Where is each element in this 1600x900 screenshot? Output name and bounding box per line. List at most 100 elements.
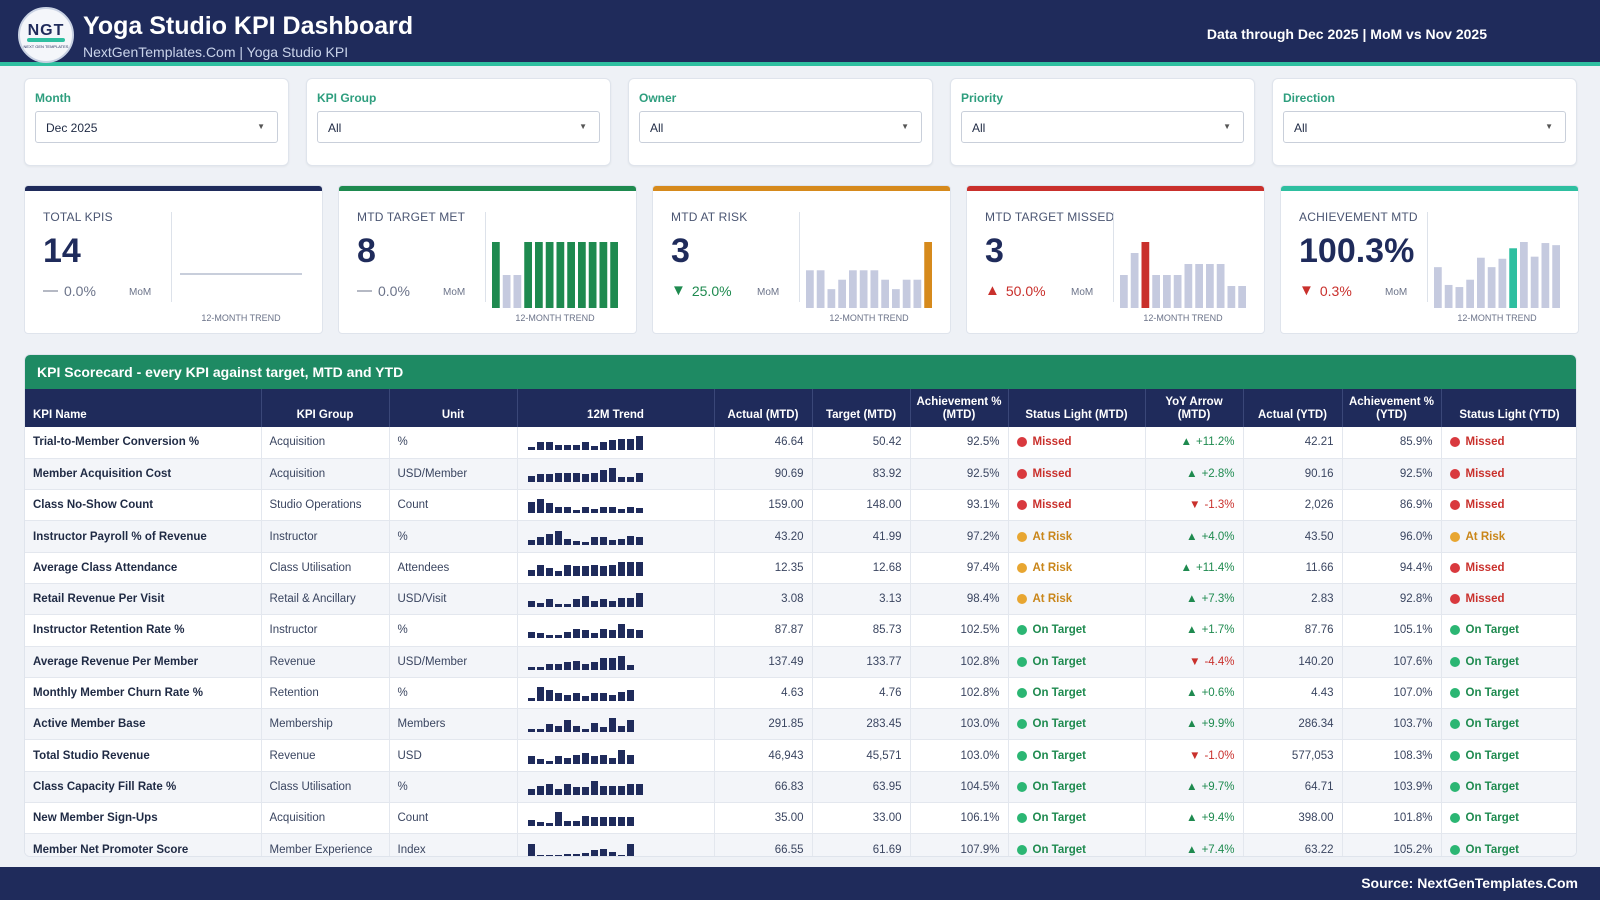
kpi-total-kpis-card: TOTAL KPIS 14 — 0.0% MoM 12-MONTH TREND [24, 185, 323, 334]
yoy-cell: ▲ +11.2% [1145, 427, 1244, 459]
scorecard-table: KPI Name KPI Group Unit 12M Trend Actual… [25, 389, 1576, 856]
column-header[interactable]: Status Light (YTD) [1441, 389, 1576, 427]
spark-bar [581, 852, 589, 856]
direction-select[interactable]: All ▼ [1283, 111, 1566, 143]
status-dot-icon [1449, 844, 1460, 855]
column-header[interactable]: Target (MTD) [812, 389, 911, 427]
table-row[interactable]: Instructor Retention Rate % Instructor %… [25, 614, 1576, 647]
trend-bar [502, 275, 511, 308]
trend-cell [517, 802, 715, 835]
table-row[interactable]: Member Net Promoter Score Member Experie… [25, 833, 1576, 856]
actual-mtd-cell: 66.83 [714, 771, 813, 804]
kpi-trend-chart [1434, 242, 1560, 308]
table-row[interactable]: Average Class Attendance Class Utilisati… [25, 552, 1576, 584]
table-header-row: KPI Name KPI Group Unit 12M Trend Actual… [25, 389, 1576, 427]
table-row[interactable]: Class Capacity Fill Rate % Class Utilisa… [25, 771, 1576, 804]
table-row[interactable]: Average Revenue Per Member Revenue USD/M… [25, 646, 1576, 678]
table-row[interactable]: Active Member Base Membership Members 29… [25, 708, 1576, 741]
column-header[interactable]: Achievement % (MTD) [910, 389, 1009, 427]
unit-cell: USD/Visit [389, 583, 518, 616]
yoy-value: +7.3% [1201, 593, 1235, 606]
trend-bar [849, 270, 857, 308]
kpi-value: 3 [671, 232, 690, 270]
status-text: Missed [1032, 499, 1072, 512]
spark-bar [581, 752, 589, 764]
achievement-mtd-cell: 98.4% [910, 583, 1009, 616]
kpi-trend-label: 12-MONTH TREND [515, 313, 595, 323]
achievement-ytd-cell: 85.9% [1342, 427, 1442, 459]
target-mtd-cell: 50.42 [812, 427, 911, 459]
trend-cell [517, 677, 715, 710]
spark-bar [554, 445, 562, 451]
spark-bar [563, 821, 571, 827]
yoy-value: +11.4% [1196, 561, 1235, 574]
kpi-label: MTD TARGET MET [357, 210, 466, 224]
yoy-indicator: ▲ +11.2% [1154, 436, 1235, 448]
column-header[interactable]: KPI Name [25, 389, 262, 427]
column-header[interactable]: Unit [389, 389, 518, 427]
target-mtd-cell: 85.73 [812, 614, 911, 647]
spark-bar [599, 442, 607, 451]
yoy-indicator: ▲ +0.6% [1154, 687, 1234, 699]
trend-bar [1434, 267, 1442, 308]
table-row[interactable]: Class No-Show Count Studio Operations Co… [25, 489, 1576, 522]
table-row[interactable]: Monthly Member Churn Rate % Retention % … [25, 677, 1576, 710]
spark-bar [554, 472, 562, 482]
kpi-group-select[interactable]: All ▼ [317, 111, 600, 143]
filter-priority: Priority All ▼ [950, 78, 1255, 166]
yoy-cell: ▼ -4.4% [1145, 646, 1244, 678]
target-mtd-cell: 133.77 [812, 646, 911, 678]
owner-select[interactable]: All ▼ [639, 111, 922, 143]
spark-bar [608, 657, 616, 670]
status-badge: Missed [1449, 562, 1570, 574]
priority-select[interactable]: All ▼ [961, 111, 1244, 143]
actual-mtd-cell: 46.64 [714, 427, 813, 459]
kpi-group-cell: Studio Operations [261, 489, 390, 522]
kpi-name-cell: Class Capacity Fill Rate % [25, 771, 262, 804]
spark-bar [599, 469, 607, 482]
achievement-mtd-cell: 97.4% [910, 552, 1009, 584]
table-row[interactable]: New Member Sign-Ups Acquisition Count 35… [25, 802, 1576, 835]
target-mtd-cell: 33.00 [812, 802, 911, 835]
logo-swoosh [27, 37, 65, 42]
status-mtd-cell: On Target [1008, 802, 1146, 835]
table-row[interactable]: Trial-to-Member Conversion % Acquisition… [25, 427, 1576, 459]
spark-bar [554, 788, 562, 795]
table-row[interactable]: Member Acquisition Cost Acquisition USD/… [25, 458, 1576, 491]
spark-bar [527, 539, 535, 545]
page-title: Yoga Studio KPI Dashboard [83, 12, 414, 40]
unit-cell: USD/Member [389, 646, 518, 678]
yoy-indicator: ▲ +1.7% [1154, 624, 1234, 636]
yoy-cell: ▲ +0.6% [1145, 677, 1244, 710]
column-header[interactable]: Actual (YTD) [1243, 389, 1343, 427]
unit-cell: Count [389, 802, 518, 835]
kpi-delta-value: 25.0% [691, 282, 732, 299]
column-header[interactable]: 12M Trend [517, 389, 715, 427]
column-header[interactable]: Achievement % (YTD) [1342, 389, 1442, 427]
kpi-group-cell: Instructor [261, 520, 390, 553]
spark-bar [635, 436, 643, 451]
yoy-value: +2.8% [1201, 467, 1235, 480]
actual-ytd-cell: 140.20 [1243, 646, 1343, 678]
spark-bar [545, 663, 553, 670]
table-row[interactable]: Instructor Payroll % of Revenue Instruct… [25, 520, 1576, 553]
actual-mtd-cell: 137.49 [714, 646, 813, 678]
column-header[interactable]: Actual (MTD) [714, 389, 813, 427]
table-row[interactable]: Total Studio Revenue Revenue USD 46,943 … [25, 739, 1576, 772]
chevron-down-icon: ▼ [257, 122, 265, 131]
month-select[interactable]: Dec 2025 ▼ [35, 111, 278, 143]
yoy-indicator: ▲ +4.0% [1154, 531, 1234, 543]
status-text: On Target [1465, 718, 1519, 731]
kpi-name-cell: Retail Revenue Per Visit [25, 583, 262, 616]
trend-bar [838, 279, 846, 308]
filter-value: All [650, 121, 664, 135]
table-row[interactable]: Retail Revenue Per Visit Retail & Ancill… [25, 583, 1576, 616]
column-header[interactable]: Status Light (MTD) [1008, 389, 1146, 427]
column-header[interactable]: KPI Group [261, 389, 390, 427]
spark-bar [545, 690, 553, 702]
spark-bar [617, 476, 625, 482]
triangle-up-icon: ▲ [985, 282, 1000, 299]
yoy-indicator: ▲ +7.3% [1154, 593, 1235, 606]
column-header[interactable]: YoY Arrow (MTD) [1145, 389, 1244, 427]
kpi-group-cell: Acquisition [261, 802, 390, 835]
